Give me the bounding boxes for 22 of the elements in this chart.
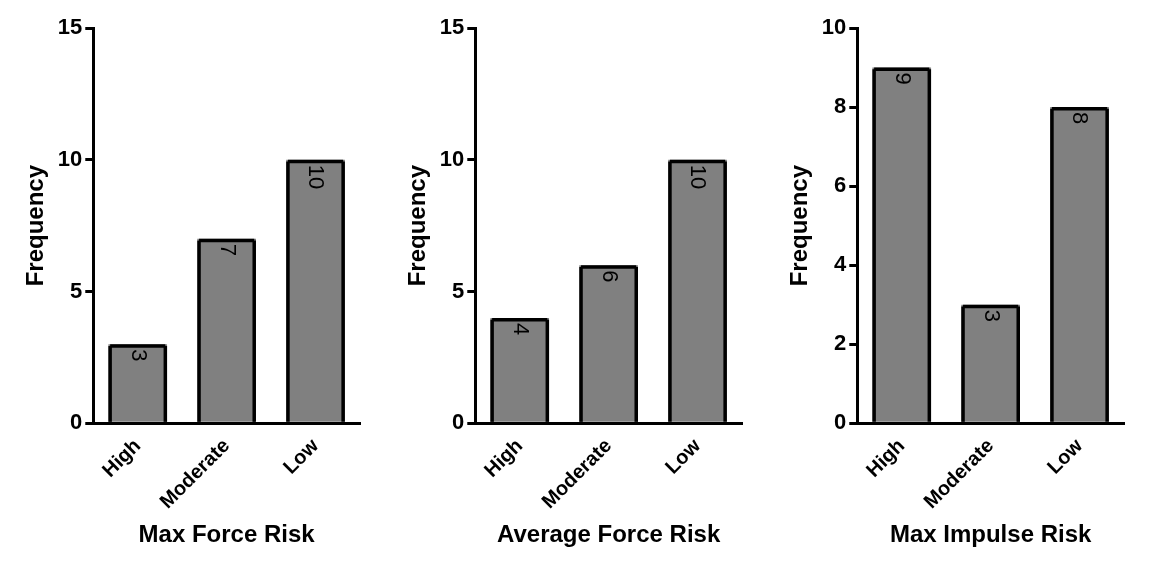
y-tick-label: 15 (439, 14, 465, 40)
y-tick-label: 0 (70, 409, 83, 435)
x-axis-title: Max Impulse Risk (889, 520, 1092, 548)
y-axis-title: Frequency (21, 164, 49, 287)
data-label: 9 (890, 72, 916, 85)
bar (872, 67, 932, 422)
y-tick-label: 0 (452, 409, 465, 435)
y-tick-label: 6 (834, 172, 847, 198)
y-tick-label: 10 (57, 145, 83, 171)
y-tick-label: 15 (57, 14, 83, 40)
x-axis-title: Max Force Risk (138, 520, 316, 548)
y-tick-label: 5 (452, 277, 465, 303)
y-tick-label: 8 (834, 93, 847, 119)
y-tick-label: 5 (70, 277, 83, 303)
y-tick-label: 10 (821, 14, 847, 40)
y-tick-label: 2 (834, 330, 847, 356)
y-tick-label: 10 (439, 145, 465, 171)
y-axis-title: Frequency (403, 164, 431, 287)
y-tick-label: 4 (834, 251, 848, 277)
y-tick-label: 0 (834, 409, 847, 435)
x-axis-title: Average Force Risk (497, 520, 721, 548)
y-axis-title: Frequency (785, 164, 813, 287)
